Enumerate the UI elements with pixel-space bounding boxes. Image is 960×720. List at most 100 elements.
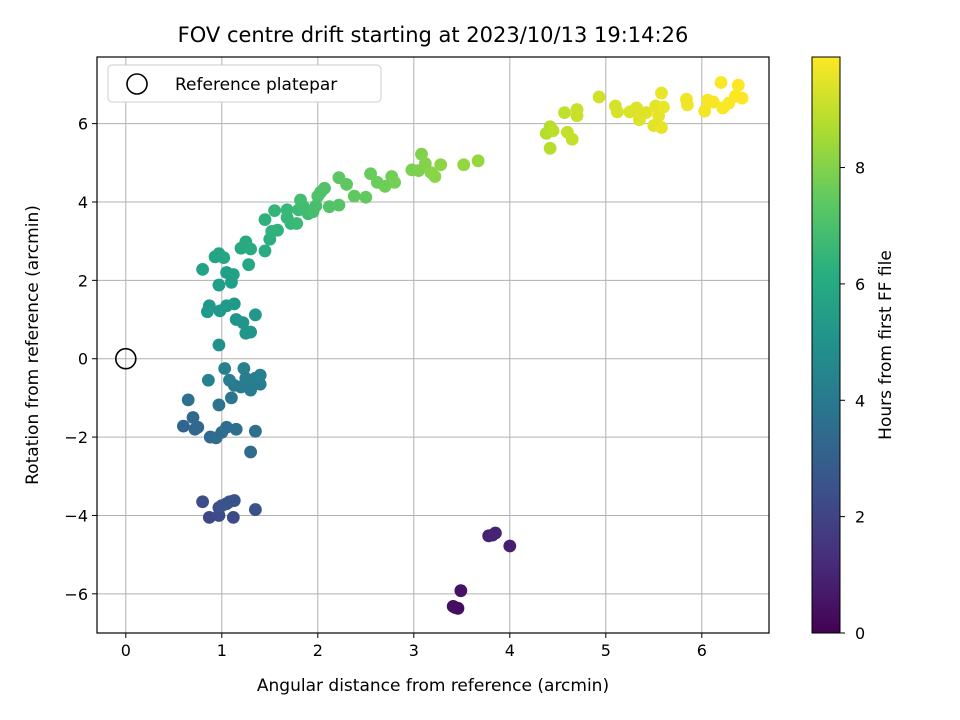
x-tick-label: 6 <box>697 641 707 660</box>
legend-box <box>107 64 382 103</box>
y-tick-label: 0 <box>78 350 88 369</box>
data-point <box>332 198 346 212</box>
data-point <box>655 86 668 100</box>
data-point <box>225 391 238 405</box>
legend-label: Reference platepar <box>175 75 337 95</box>
data-point <box>706 95 720 109</box>
colorbar-label: Hours from first FF file <box>876 250 896 440</box>
data-point <box>253 368 267 382</box>
data-point <box>340 177 353 191</box>
data-point <box>191 420 205 434</box>
data-point <box>714 76 728 89</box>
x-tick-label: 0 <box>121 641 131 660</box>
data-point <box>434 158 448 172</box>
data-point <box>322 200 336 214</box>
data-point <box>223 373 236 387</box>
colorbar-tick-label: 2 <box>855 508 865 527</box>
data-point <box>446 599 460 613</box>
colorbar: 0 2 4 6 8 Hours from first FF file <box>811 56 896 643</box>
data-point <box>196 262 210 276</box>
data-point <box>655 121 668 134</box>
data-point <box>217 251 231 265</box>
data-point <box>565 132 579 146</box>
data-point <box>186 411 200 424</box>
data-point <box>294 193 307 207</box>
data-point <box>236 316 250 330</box>
data-point <box>592 90 606 104</box>
y-tick-label: −2 <box>64 428 88 447</box>
legend-marker <box>126 73 148 95</box>
colorbar-tick-label: 4 <box>855 391 865 410</box>
data-point <box>226 511 240 524</box>
data-point <box>202 511 216 524</box>
data-point <box>212 278 226 292</box>
data-point <box>454 584 468 598</box>
y-tick-label: −6 <box>64 585 88 604</box>
colorbar-gradient <box>811 56 841 634</box>
colorbar-ticks: 0 2 4 6 8 <box>840 159 865 643</box>
legend: Reference platepar <box>107 64 382 103</box>
colorbar-tick-label: 0 <box>855 624 865 643</box>
data-point <box>258 244 272 258</box>
x-tick-label: 2 <box>313 641 323 660</box>
data-point <box>610 105 624 119</box>
data-point <box>249 503 262 516</box>
data-point <box>226 268 240 281</box>
data-point <box>486 528 499 542</box>
x-tick-label: 5 <box>601 641 611 660</box>
data-point <box>229 422 243 436</box>
data-point <box>471 154 485 168</box>
data-point <box>681 98 694 112</box>
y-axis-label: Rotation from reference (arcmin) <box>23 205 43 485</box>
data-point <box>249 308 262 322</box>
reference-platepar-marker <box>115 347 137 370</box>
data-point <box>378 179 392 193</box>
chart-title: FOV centre drift starting at 2023/10/13 … <box>178 23 689 47</box>
data-point <box>220 420 234 434</box>
data-point <box>218 362 232 375</box>
data-point <box>347 189 361 203</box>
data-point <box>318 181 331 195</box>
data-point <box>639 106 653 120</box>
data-point <box>735 91 749 105</box>
data-point <box>201 373 215 387</box>
data-point <box>244 242 257 256</box>
data-point <box>280 203 294 217</box>
x-tick-label: 4 <box>505 641 515 660</box>
data-point <box>290 217 304 230</box>
data-point <box>244 383 257 397</box>
data-point <box>215 499 229 513</box>
data-point <box>364 167 377 181</box>
data-point <box>196 495 210 509</box>
data-point <box>249 424 262 438</box>
data-point <box>630 101 643 115</box>
data-point <box>731 78 745 92</box>
data-point <box>258 213 272 227</box>
y-tick-label: 6 <box>78 115 88 134</box>
data-point <box>239 371 253 385</box>
data-point <box>244 445 257 459</box>
data-point <box>503 539 517 553</box>
data-point <box>237 362 251 375</box>
data-point <box>543 141 557 155</box>
x-axis-ticks: 0 1 2 3 4 5 6 <box>121 633 707 660</box>
data-point <box>201 305 214 319</box>
data-point <box>428 170 442 183</box>
colorbar-tick-label: 6 <box>855 275 865 294</box>
data-point <box>227 494 241 507</box>
data-point <box>546 124 560 138</box>
x-tick-label: 1 <box>217 641 227 660</box>
data-point <box>309 199 323 213</box>
data-point <box>212 338 226 352</box>
colorbar-tick-label: 8 <box>855 159 865 178</box>
data-point <box>220 299 234 313</box>
data-point <box>177 419 190 433</box>
data-point <box>181 393 195 407</box>
y-tick-label: 2 <box>78 271 88 290</box>
y-tick-label: 4 <box>78 193 88 212</box>
data-point <box>244 325 257 339</box>
data-point <box>657 100 670 114</box>
data-point <box>271 223 284 237</box>
data-point <box>268 204 281 218</box>
